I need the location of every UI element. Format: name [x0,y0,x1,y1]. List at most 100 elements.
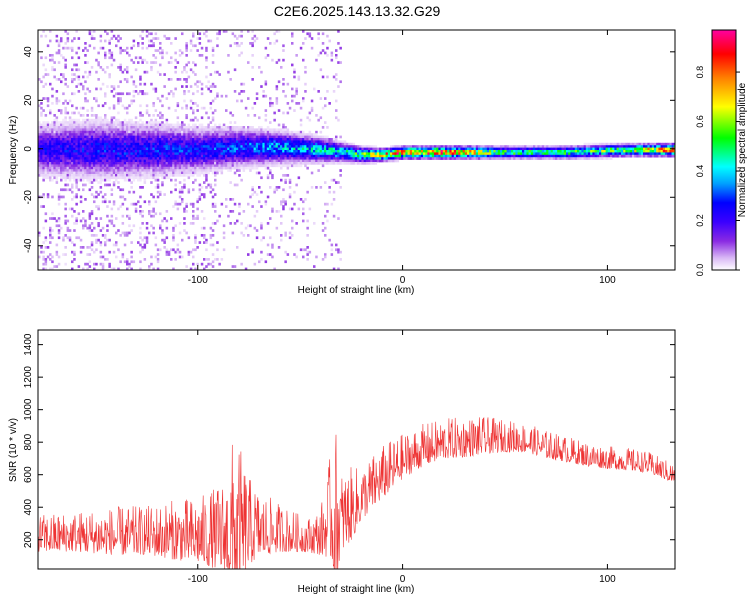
heatmap-cell [156,186,160,189]
heatmap-cell [253,140,257,144]
heatmap-cell [108,147,111,151]
heatmap-cell [66,39,70,43]
heatmap-cell [154,49,158,52]
heatmap-cell [271,152,274,156]
heatmap-cell [194,116,197,120]
heatmap-cell [412,150,415,153]
heatmap-cell [73,169,76,172]
heatmap-cell [84,164,87,168]
heatmap-cell [491,152,494,156]
heatmap-cell [174,171,177,175]
heatmap-cell [370,152,373,156]
heatmap-cell [286,159,290,163]
heatmap-cell [163,157,166,160]
heatmap-cell [64,222,67,225]
heatmap-cell [172,157,175,160]
heatmap-cell [38,142,41,146]
heatmap-cell [273,138,276,141]
heatmap-cell [93,30,96,33]
heatmap-cell [126,123,129,127]
heatmap-cell [170,135,173,139]
heatmap-cell [141,114,144,117]
heatmap-cell [42,109,45,112]
heatmap-cell [337,154,340,158]
heatmap-cell [148,212,151,216]
heatmap-cell [110,51,114,55]
heatmap-cell [288,150,292,153]
heatmap-cell [374,159,378,163]
heatmap-cell [205,49,208,52]
heatmap-cell [117,39,120,43]
heatmap-cell [271,145,274,148]
heatmap-cell [229,154,232,158]
heatmap-cell [225,205,228,208]
heatmap-cell [504,152,507,156]
heatmap-cell [273,267,276,270]
heatmap-cell [242,147,246,151]
heatmap-cell [236,42,239,45]
heatmap-cell [163,138,166,141]
heatmap-cell [218,154,221,158]
heatmap-cell [280,222,283,225]
heatmap-cell [187,154,191,158]
heatmap-cell [286,164,290,168]
heatmap-cell [112,133,116,136]
heatmap-cell [121,162,125,165]
heatmap-cell [258,66,261,69]
heatmap-cell [460,154,463,158]
heatmap-cell [68,162,72,165]
heatmap-cell [390,150,393,153]
heatmap-cell [75,159,78,163]
heatmap-cell [280,138,283,141]
heatmap-cell [185,205,188,208]
heatmap-cell [150,135,153,139]
heatmap-cell [205,157,208,160]
heatmap-cell [231,147,235,151]
heatmap-cell [145,147,149,151]
heatmap-cell [247,154,250,158]
heatmap-cell [123,159,127,163]
heatmap-cell [315,255,318,259]
heatmap-cell [178,135,182,139]
heatmap-cell [88,70,92,74]
heatmap-cell [266,159,270,163]
heatmap-cell [225,147,228,151]
heatmap-cell [211,118,215,122]
heatmap-cell [159,42,162,45]
heatmap-cell [495,154,499,158]
heatmap-cell [137,126,140,129]
heatmap-cell [68,164,72,168]
heatmap-cell [216,157,219,160]
heatmap-cell [38,78,41,81]
heatmap-cell [233,42,237,45]
heatmap-cell [128,164,131,168]
heatmap-cell [75,186,78,189]
heatmap-cell [495,145,499,148]
heatmap-cell [211,195,215,199]
heatmap-cell [203,162,206,165]
heatmap-cell [273,190,276,194]
heatmap-cell [97,154,100,158]
heatmap-cell [482,150,485,153]
heatmap-cell [51,260,54,264]
heatmap-cell [115,150,118,153]
heatmap-cell [145,166,149,170]
heatmap-cell [319,150,323,153]
heatmap-cell [231,265,235,268]
heatmap-cell [95,99,98,103]
heatmap-cell [108,42,111,45]
heatmap-cell [478,145,481,148]
heatmap-cell [198,126,202,129]
heatmap-cell [330,243,334,247]
heatmap-cell [84,97,87,100]
heatmap-cell [148,202,151,206]
heatmap-cell [86,49,89,52]
heatmap-cell [453,157,457,160]
heatmap-cell [181,159,184,163]
heatmap-cell [407,154,411,158]
heatmap-cell [240,34,243,38]
heatmap-cell [73,128,76,132]
heatmap-cell [284,181,287,184]
heatmap-cell [348,154,351,158]
heatmap-cell [335,99,338,103]
